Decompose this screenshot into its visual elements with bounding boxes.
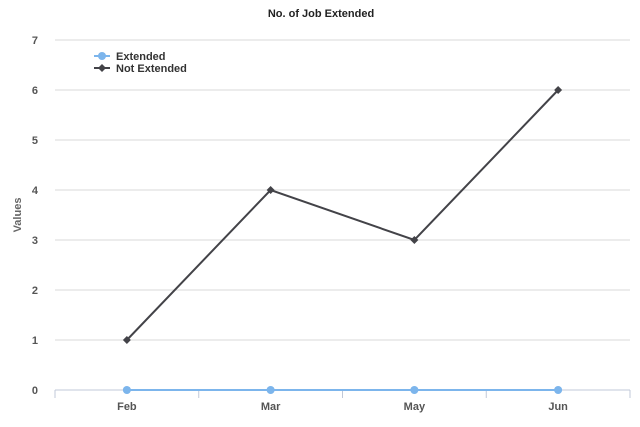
y-tick-label: 1 — [32, 335, 38, 347]
y-tick-label: 2 — [32, 285, 38, 297]
x-axis: Feb Mar May Jun — [54, 389, 631, 413]
x-tick-label: Mar — [261, 401, 281, 413]
legend-item[interactable]: Not Extended — [94, 63, 187, 75]
x-tick-label: Feb — [117, 401, 137, 413]
data-point-marker[interactable] — [266, 386, 275, 394]
series-line[interactable] — [126, 89, 559, 341]
series-0 — [122, 386, 563, 394]
legend-label: Not Extended — [116, 63, 187, 75]
series-1 — [122, 86, 563, 344]
gridlines: 0 1 2 3 4 5 6 7 — [32, 35, 630, 397]
data-point-marker[interactable] — [554, 86, 563, 94]
y-tick-label: 4 — [32, 185, 39, 197]
series-layer — [122, 86, 563, 394]
chart-title: No. of Job Extended — [268, 8, 374, 20]
y-tick-label: 0 — [32, 385, 38, 397]
data-point-marker[interactable] — [410, 236, 419, 244]
y-axis-label: Values — [12, 198, 24, 233]
legend-label: Extended — [116, 51, 166, 63]
x-tick-label: Jun — [548, 401, 568, 413]
y-tick-label: 5 — [32, 135, 38, 147]
y-tick-label: 3 — [32, 235, 38, 247]
data-point-marker[interactable] — [122, 336, 131, 344]
data-point-marker[interactable] — [122, 386, 131, 394]
y-tick-label: 6 — [32, 85, 38, 97]
legend-marker[interactable] — [98, 52, 106, 60]
x-tick-label: May — [404, 401, 426, 413]
data-point-marker[interactable] — [266, 186, 275, 194]
data-point-marker[interactable] — [410, 386, 419, 394]
y-tick-label: 7 — [32, 35, 38, 47]
legend-marker[interactable] — [98, 64, 106, 72]
data-point-marker[interactable] — [554, 386, 563, 394]
legend-item[interactable]: Extended — [94, 51, 166, 63]
